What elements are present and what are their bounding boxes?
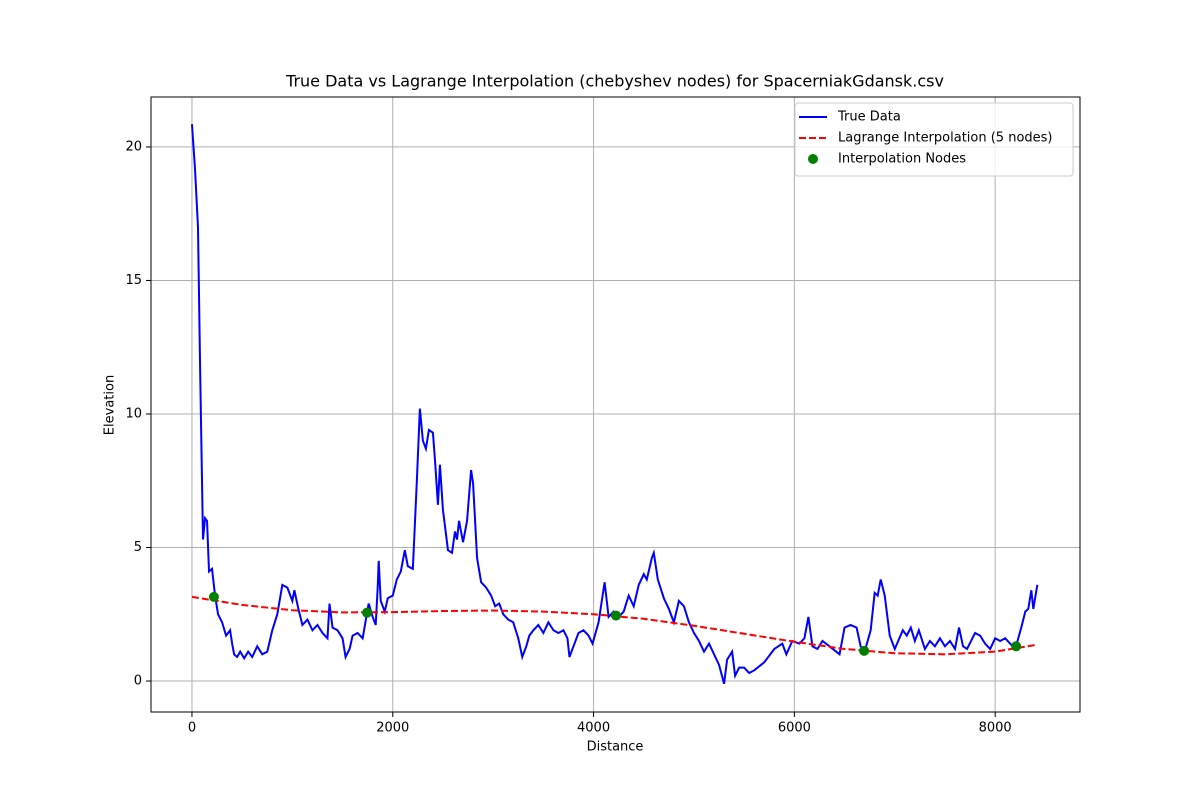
- data-point: [1011, 641, 1022, 652]
- legend: True Data Lagrange Interpolation (5 nodes…: [794, 102, 1074, 177]
- plot-area: [190, 124, 1039, 684]
- x-tick-label: 0: [188, 721, 196, 736]
- axes-frame: [150, 96, 1081, 713]
- x-tick-label: 2000: [376, 721, 409, 736]
- legend-marker: [808, 154, 818, 164]
- data-line: [191, 595, 1036, 656]
- y-tick-label: 20: [125, 139, 142, 154]
- y-tick-label: 15: [125, 273, 142, 288]
- y-tick-label: 5: [134, 540, 142, 555]
- axes: 0 2000 4000 6000 8000 0 5 10 15 20: [125, 139, 1011, 735]
- data-point: [859, 645, 870, 656]
- x-tick-label: 4000: [577, 721, 610, 736]
- y-axis-label: Elevation: [103, 375, 118, 435]
- data-point: [362, 607, 373, 618]
- legend-label: Interpolation Nodes: [838, 152, 966, 167]
- x-tick-label: 6000: [778, 721, 811, 736]
- data-point: [208, 591, 219, 602]
- legend-box: [794, 102, 1074, 177]
- data-point: [611, 610, 622, 621]
- legend-label: True Data: [837, 110, 901, 125]
- legend-label: Lagrange Interpolation (5 nodes): [838, 131, 1053, 146]
- x-axis-label: Distance: [587, 740, 644, 755]
- data-line: [190, 124, 1039, 684]
- y-tick-label: 10: [125, 406, 142, 421]
- y-tick-label: 0: [134, 674, 142, 689]
- x-tick-label: 8000: [979, 721, 1012, 736]
- chart-title: True Data vs Lagrange Interpolation (che…: [285, 72, 944, 91]
